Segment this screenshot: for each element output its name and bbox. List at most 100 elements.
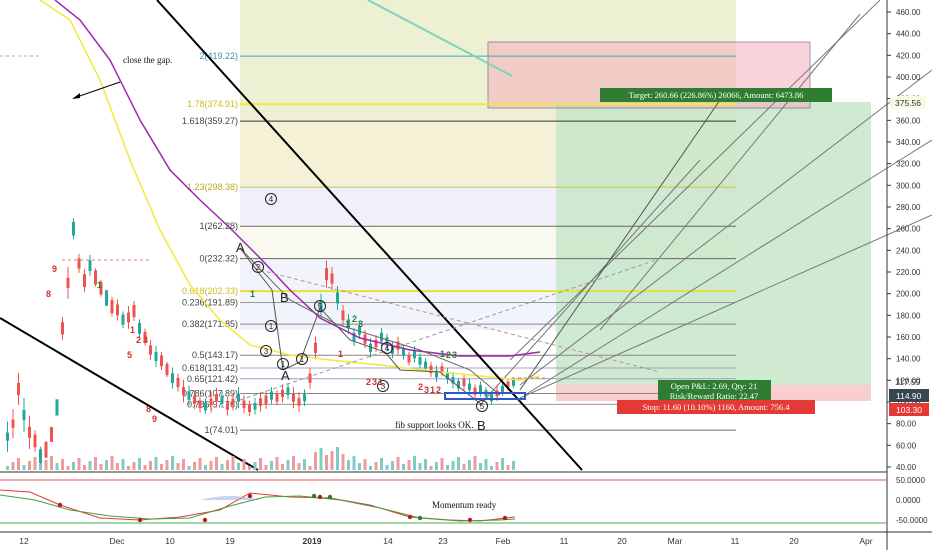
candle-body (418, 357, 422, 365)
wave-label: A (281, 368, 290, 383)
td-count-red: 9 (152, 414, 157, 424)
dashed-proj-1 (239, 257, 663, 401)
channel-line (519, 69, 932, 386)
candle-body (105, 290, 108, 306)
target-label-bg (600, 88, 832, 102)
candle-body (468, 383, 471, 391)
momentum-line-green (0, 494, 516, 522)
wave-circle (314, 300, 326, 312)
time-axis-label: 20 (789, 536, 799, 546)
volume-bar (17, 458, 20, 470)
trendline-upper (156, 0, 583, 471)
momentum-dot-green (311, 493, 317, 499)
td-count-red: 2 (366, 377, 371, 387)
volume-bar (83, 465, 86, 470)
td-count-red: 2 (436, 385, 441, 395)
candle-body (83, 274, 86, 288)
support-box[interactable] (444, 392, 526, 400)
annotation-fib-support: fib support looks OK. (395, 420, 474, 430)
wave-circle (377, 380, 389, 392)
candle-body (127, 312, 130, 323)
price-tag-target: 375.56 (895, 98, 921, 108)
close-gap-arrow (73, 81, 121, 99)
candle-body (303, 394, 306, 402)
wave-circle (381, 342, 393, 354)
td-count-green: 1 (345, 319, 350, 329)
volume-bar (149, 461, 152, 470)
teal-line (367, 0, 513, 77)
candle-body (457, 380, 460, 389)
candle-body (187, 391, 191, 400)
price-tick-label: 100.00 (896, 398, 921, 407)
time-axis-label: 12 (19, 536, 29, 546)
wave-circle (476, 400, 488, 412)
td-count-red: 3 (372, 377, 377, 387)
candle-body (512, 379, 515, 386)
candle-body (220, 395, 224, 404)
candle-body (473, 387, 477, 395)
stop-label: Stop: 11.60 (10.10%) 1160, Amount: 756.4 (643, 402, 791, 412)
volume-bar (501, 458, 504, 470)
volume-bar (171, 456, 174, 470)
wave-circle (265, 320, 277, 332)
price-tick-label: 340.00 (896, 138, 921, 147)
fib-level-label: 0.382(171.85) (182, 319, 238, 329)
pl-label-line1: Open P&L: 2.69, Qty: 21 (671, 381, 757, 391)
price-tick-label: 360.00 (896, 116, 921, 125)
target-box[interactable] (556, 102, 871, 385)
candle-body (72, 221, 75, 236)
volume-bar (226, 460, 229, 470)
candle-body (22, 409, 26, 421)
candle-body (198, 400, 202, 408)
volume-bar (165, 460, 169, 470)
volume-bar (143, 465, 147, 470)
price-tag-last: 114.90 (896, 391, 922, 401)
td-count-red: 9 (52, 264, 57, 274)
volume-bar (281, 464, 284, 470)
wave-label: 4 (385, 344, 390, 353)
volume-bar (198, 458, 202, 470)
volume-bar (193, 462, 196, 470)
volume-bar (39, 464, 42, 470)
time-axis-label: Feb (496, 536, 511, 546)
candle-body (275, 393, 279, 402)
volume-bar (490, 466, 493, 470)
candle-body (11, 419, 15, 428)
fib-level-label: 0(232.32) (199, 254, 238, 264)
td-count-red: 1 (338, 349, 343, 359)
time-axis-label: 20 (617, 536, 627, 546)
volume-bar (270, 461, 273, 470)
price-tick-label: 260.00 (896, 225, 921, 234)
time-axis-label: Dec (109, 536, 125, 546)
time-axis-label: Apr (859, 536, 872, 546)
volume-bar (72, 462, 75, 470)
wave-label: 1 (269, 322, 274, 331)
candle-body (215, 393, 218, 402)
trendline-lower (0, 317, 259, 471)
candle-body (94, 270, 97, 285)
candle-body (193, 395, 196, 404)
candle-body (308, 373, 312, 383)
volume-bar (303, 459, 306, 470)
candle-body (292, 393, 295, 402)
volume-bar (253, 462, 257, 470)
candle-body (347, 319, 350, 329)
price-tick-label: 320.00 (896, 160, 921, 169)
fib-lines: 1(74.01)0.786(97.76)0.786(107.89)0.65(12… (182, 51, 736, 435)
channel-line (519, 214, 932, 399)
candle-body (171, 373, 174, 384)
volume-bar (55, 463, 59, 470)
channel-line (599, 13, 861, 331)
volume-bar (44, 460, 48, 470)
channel-line (524, 139, 932, 396)
time-axis-label: 23 (438, 536, 448, 546)
td-count-green: 3 (358, 319, 363, 329)
price-tag-stop-bg (889, 403, 929, 416)
volume-bar (94, 457, 97, 470)
volume-bar (446, 465, 449, 470)
volume-bar (182, 459, 185, 470)
candle-body (314, 342, 317, 353)
time-axis-label: 14 (383, 536, 393, 546)
volume-bar (402, 464, 405, 470)
